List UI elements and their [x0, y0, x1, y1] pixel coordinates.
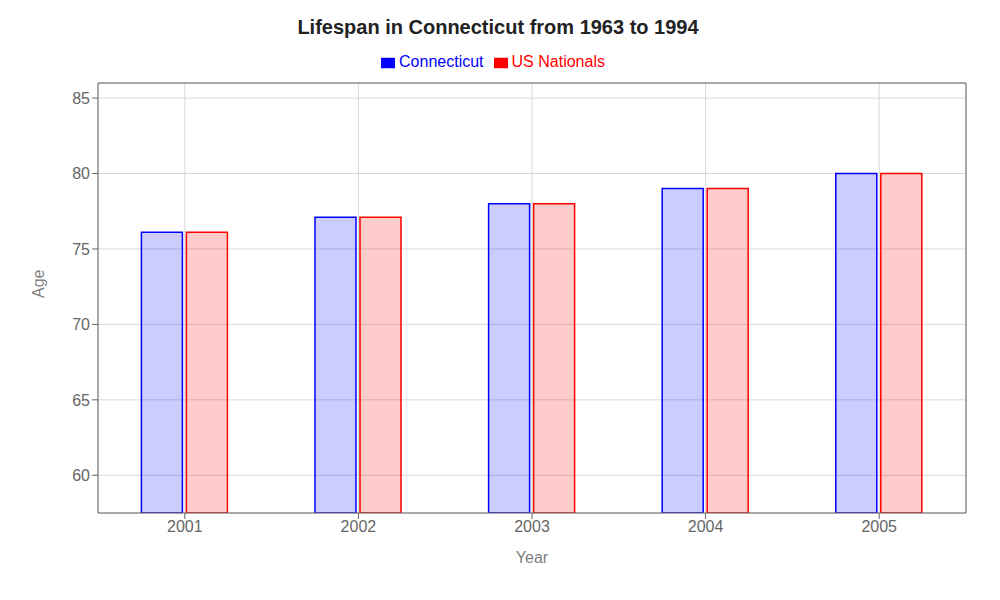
svg-text:2002: 2002	[341, 518, 377, 535]
svg-text:85: 85	[72, 90, 90, 107]
html-text:Connecticut: Connecticut	[399, 53, 484, 70]
svg-text:Age: Age	[30, 269, 47, 298]
svg-text:2003: 2003	[514, 518, 550, 535]
svg-text:Year: Year	[516, 549, 549, 566]
svg-text:80: 80	[72, 165, 90, 182]
svg-text:70: 70	[72, 316, 90, 333]
html-text:Lifespan in Connecticut from 1: Lifespan in Connecticut from 1963 to 199…	[297, 16, 699, 38]
svg-text:2001: 2001	[167, 518, 203, 535]
svg-text:2005: 2005	[861, 518, 897, 535]
svg-text:65: 65	[72, 392, 90, 409]
svg-text:75: 75	[72, 241, 90, 258]
html-text:US Nationals: US Nationals	[511, 53, 605, 70]
svg-text:60: 60	[72, 467, 90, 484]
svg-text:2004: 2004	[688, 518, 724, 535]
